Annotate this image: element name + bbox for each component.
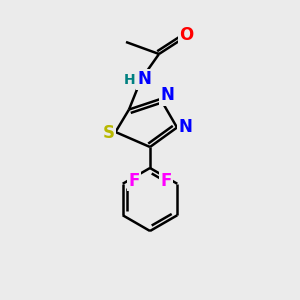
- Text: F: F: [128, 172, 140, 190]
- Text: S: S: [103, 124, 115, 142]
- Text: N: N: [178, 118, 192, 136]
- Text: N: N: [138, 70, 152, 88]
- Text: F: F: [160, 172, 172, 190]
- Text: O: O: [179, 26, 193, 44]
- Text: H: H: [124, 73, 135, 86]
- Text: N: N: [160, 86, 174, 104]
